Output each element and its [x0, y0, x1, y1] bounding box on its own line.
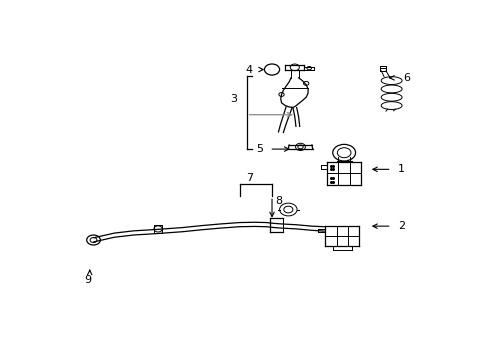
- Text: 2: 2: [398, 221, 405, 231]
- Text: 7: 7: [245, 173, 253, 183]
- Text: 6: 6: [403, 73, 410, 83]
- Text: 4: 4: [245, 64, 252, 75]
- Text: 3: 3: [230, 94, 237, 104]
- Text: 1: 1: [398, 164, 405, 174]
- Text: 5: 5: [257, 144, 264, 154]
- Text: 9: 9: [84, 275, 92, 285]
- Text: 8: 8: [275, 195, 282, 206]
